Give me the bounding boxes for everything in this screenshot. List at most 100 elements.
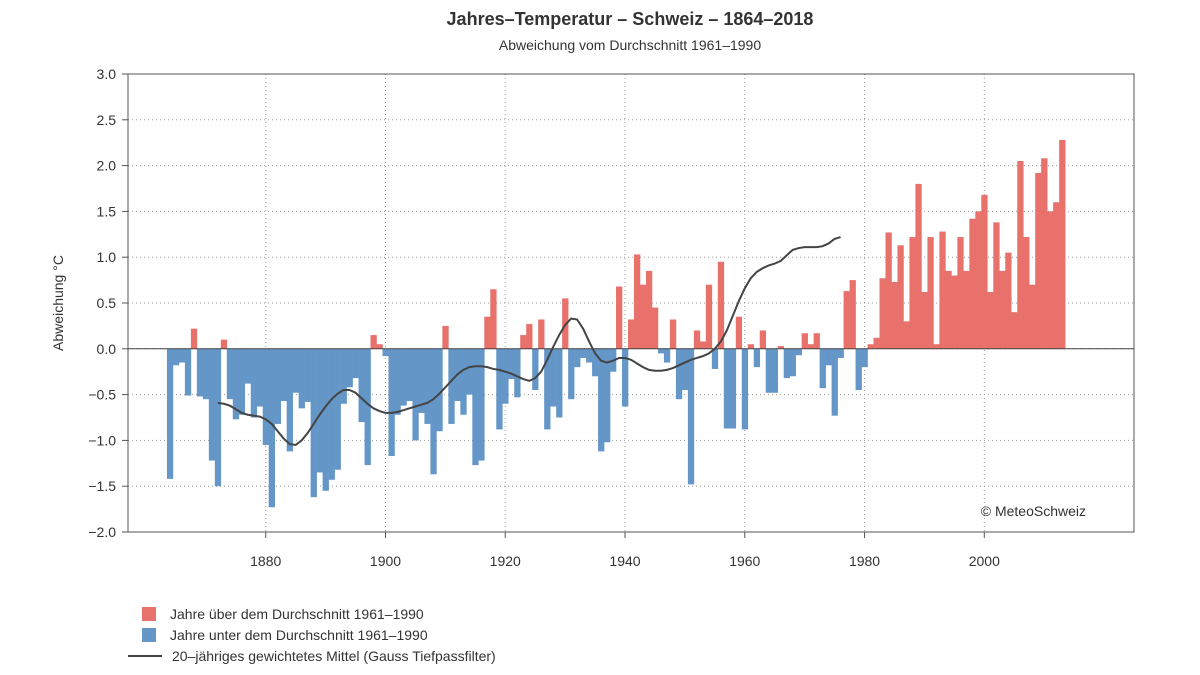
bar-1970: [801, 333, 808, 349]
bar-1909: [436, 348, 443, 432]
bar-1871: [208, 348, 216, 461]
bar-1943: [639, 284, 647, 349]
bar-1945: [651, 307, 659, 349]
bar-1976: [837, 348, 844, 358]
bar-1950: [681, 348, 689, 391]
bar-2012: [1053, 202, 1060, 349]
bar-1887: [304, 348, 311, 402]
legend-item-above: Jahre über dem Durchschnitt 1961–1990: [128, 603, 496, 624]
smooth-series-line: [217, 236, 841, 447]
bar-2002: [993, 222, 1000, 349]
bar-1870: [202, 348, 210, 400]
bar-1915: [472, 348, 479, 466]
x-axis-ticks: 1880 1900 1920 1940 1960 1980 2000: [250, 532, 1000, 569]
bar-1883: [280, 348, 287, 402]
bar-1990: [921, 292, 928, 349]
temperature-chart: 3.0 2.5 2.0 1.5 1.0 0.5 0.0 −0.5 −1.0 −1.5 −2.0 18…: [50, 66, 1135, 569]
bar-1975: [831, 348, 838, 416]
bar-1954: [705, 284, 713, 349]
x-tick-label-5: 1980: [849, 553, 880, 569]
bar-1897: [364, 348, 371, 466]
bar-1956: [717, 261, 725, 349]
bar-1959: [735, 316, 743, 349]
bar-1997: [963, 270, 970, 349]
bar-1962: [753, 348, 761, 368]
bar-1951: [687, 348, 695, 485]
bar-1873: [220, 339, 228, 349]
bar-1885: [292, 348, 299, 393]
bar-1996: [957, 237, 964, 349]
bar-2009: [1035, 172, 1042, 349]
y-axis-label: Abweichung °C: [50, 255, 66, 351]
bar-1998: [969, 218, 976, 349]
bar-1895: [352, 348, 359, 379]
bar-1910: [442, 325, 449, 349]
bar-1957: [723, 348, 731, 429]
bar-1932: [574, 348, 581, 368]
bar-1908: [430, 348, 437, 475]
bar-1944: [645, 270, 653, 349]
bar-1916: [478, 348, 485, 461]
legend-item-smooth: 20–jähriges gewichtetes Mittel (Gauss Ti…: [128, 645, 496, 666]
legend-label-smooth: 20–jähriges gewichtetes Mittel (Gauss Ti…: [172, 647, 496, 664]
bar-1876: [238, 348, 246, 415]
bar-1921: [508, 348, 515, 380]
y-tick-label-1: 2.5: [97, 112, 117, 128]
bar-1948: [669, 319, 677, 349]
bar-1874: [226, 348, 234, 400]
bar-1928: [550, 348, 557, 407]
bar-2000: [981, 194, 988, 349]
bar-1875: [232, 348, 240, 420]
bar-1946: [657, 348, 665, 354]
bar-1949: [675, 348, 683, 400]
bar-1918: [490, 289, 497, 349]
bar-1931: [568, 348, 575, 400]
bar-1955: [711, 348, 719, 369]
bar-1961: [747, 344, 755, 349]
y-tick-label-7: −0.5: [88, 387, 116, 403]
bar-1899: [376, 344, 383, 349]
bar-1886: [298, 348, 305, 409]
bar-1927: [544, 348, 551, 430]
legend-label-above: Jahre über dem Durchschnitt 1961–1990: [170, 605, 424, 622]
bar-1905: [412, 348, 419, 441]
bar-1937: [604, 348, 611, 443]
bar-1934: [586, 348, 593, 363]
bar-1894: [346, 348, 353, 388]
bar-1993: [939, 231, 946, 349]
bar-1940: [622, 348, 629, 407]
bar-1901: [388, 348, 395, 456]
bar-2008: [1029, 284, 1036, 349]
bar-1917: [484, 316, 491, 349]
bar-1866: [178, 348, 186, 363]
x-tick-label-0: 1880: [250, 553, 281, 569]
bar-1868: [190, 328, 198, 349]
bar-2001: [987, 292, 994, 349]
bar-1980: [861, 348, 868, 368]
x-tick-label-2: 1920: [490, 553, 521, 569]
bar-1973: [819, 348, 826, 389]
bar-1983: [879, 278, 886, 349]
bar-1880: [262, 348, 270, 445]
bar-1933: [580, 348, 587, 358]
bar-1904: [406, 348, 413, 402]
bar-1985: [891, 281, 898, 349]
bar-1913: [460, 348, 467, 415]
bar-1972: [813, 333, 820, 349]
bar-1989: [915, 183, 922, 349]
bar-1991: [927, 237, 934, 349]
y-tick-label-2: 2.0: [97, 158, 117, 174]
bar-1914: [466, 348, 473, 395]
bar-1907: [424, 348, 431, 424]
chart-subtitle: Abweichung vom Durchschnitt 1961–1990: [498, 37, 762, 53]
bar-1929: [556, 348, 563, 418]
bar-1879: [256, 348, 264, 407]
bar-1889: [316, 348, 323, 473]
y-tick-label-5: 0.5: [97, 295, 117, 311]
bar-1969: [795, 348, 802, 356]
bar-1902: [394, 348, 401, 415]
bar-1992: [933, 344, 940, 349]
bar-1872: [214, 348, 222, 487]
bar-2005: [1011, 312, 1018, 349]
bar-1881: [268, 348, 276, 508]
